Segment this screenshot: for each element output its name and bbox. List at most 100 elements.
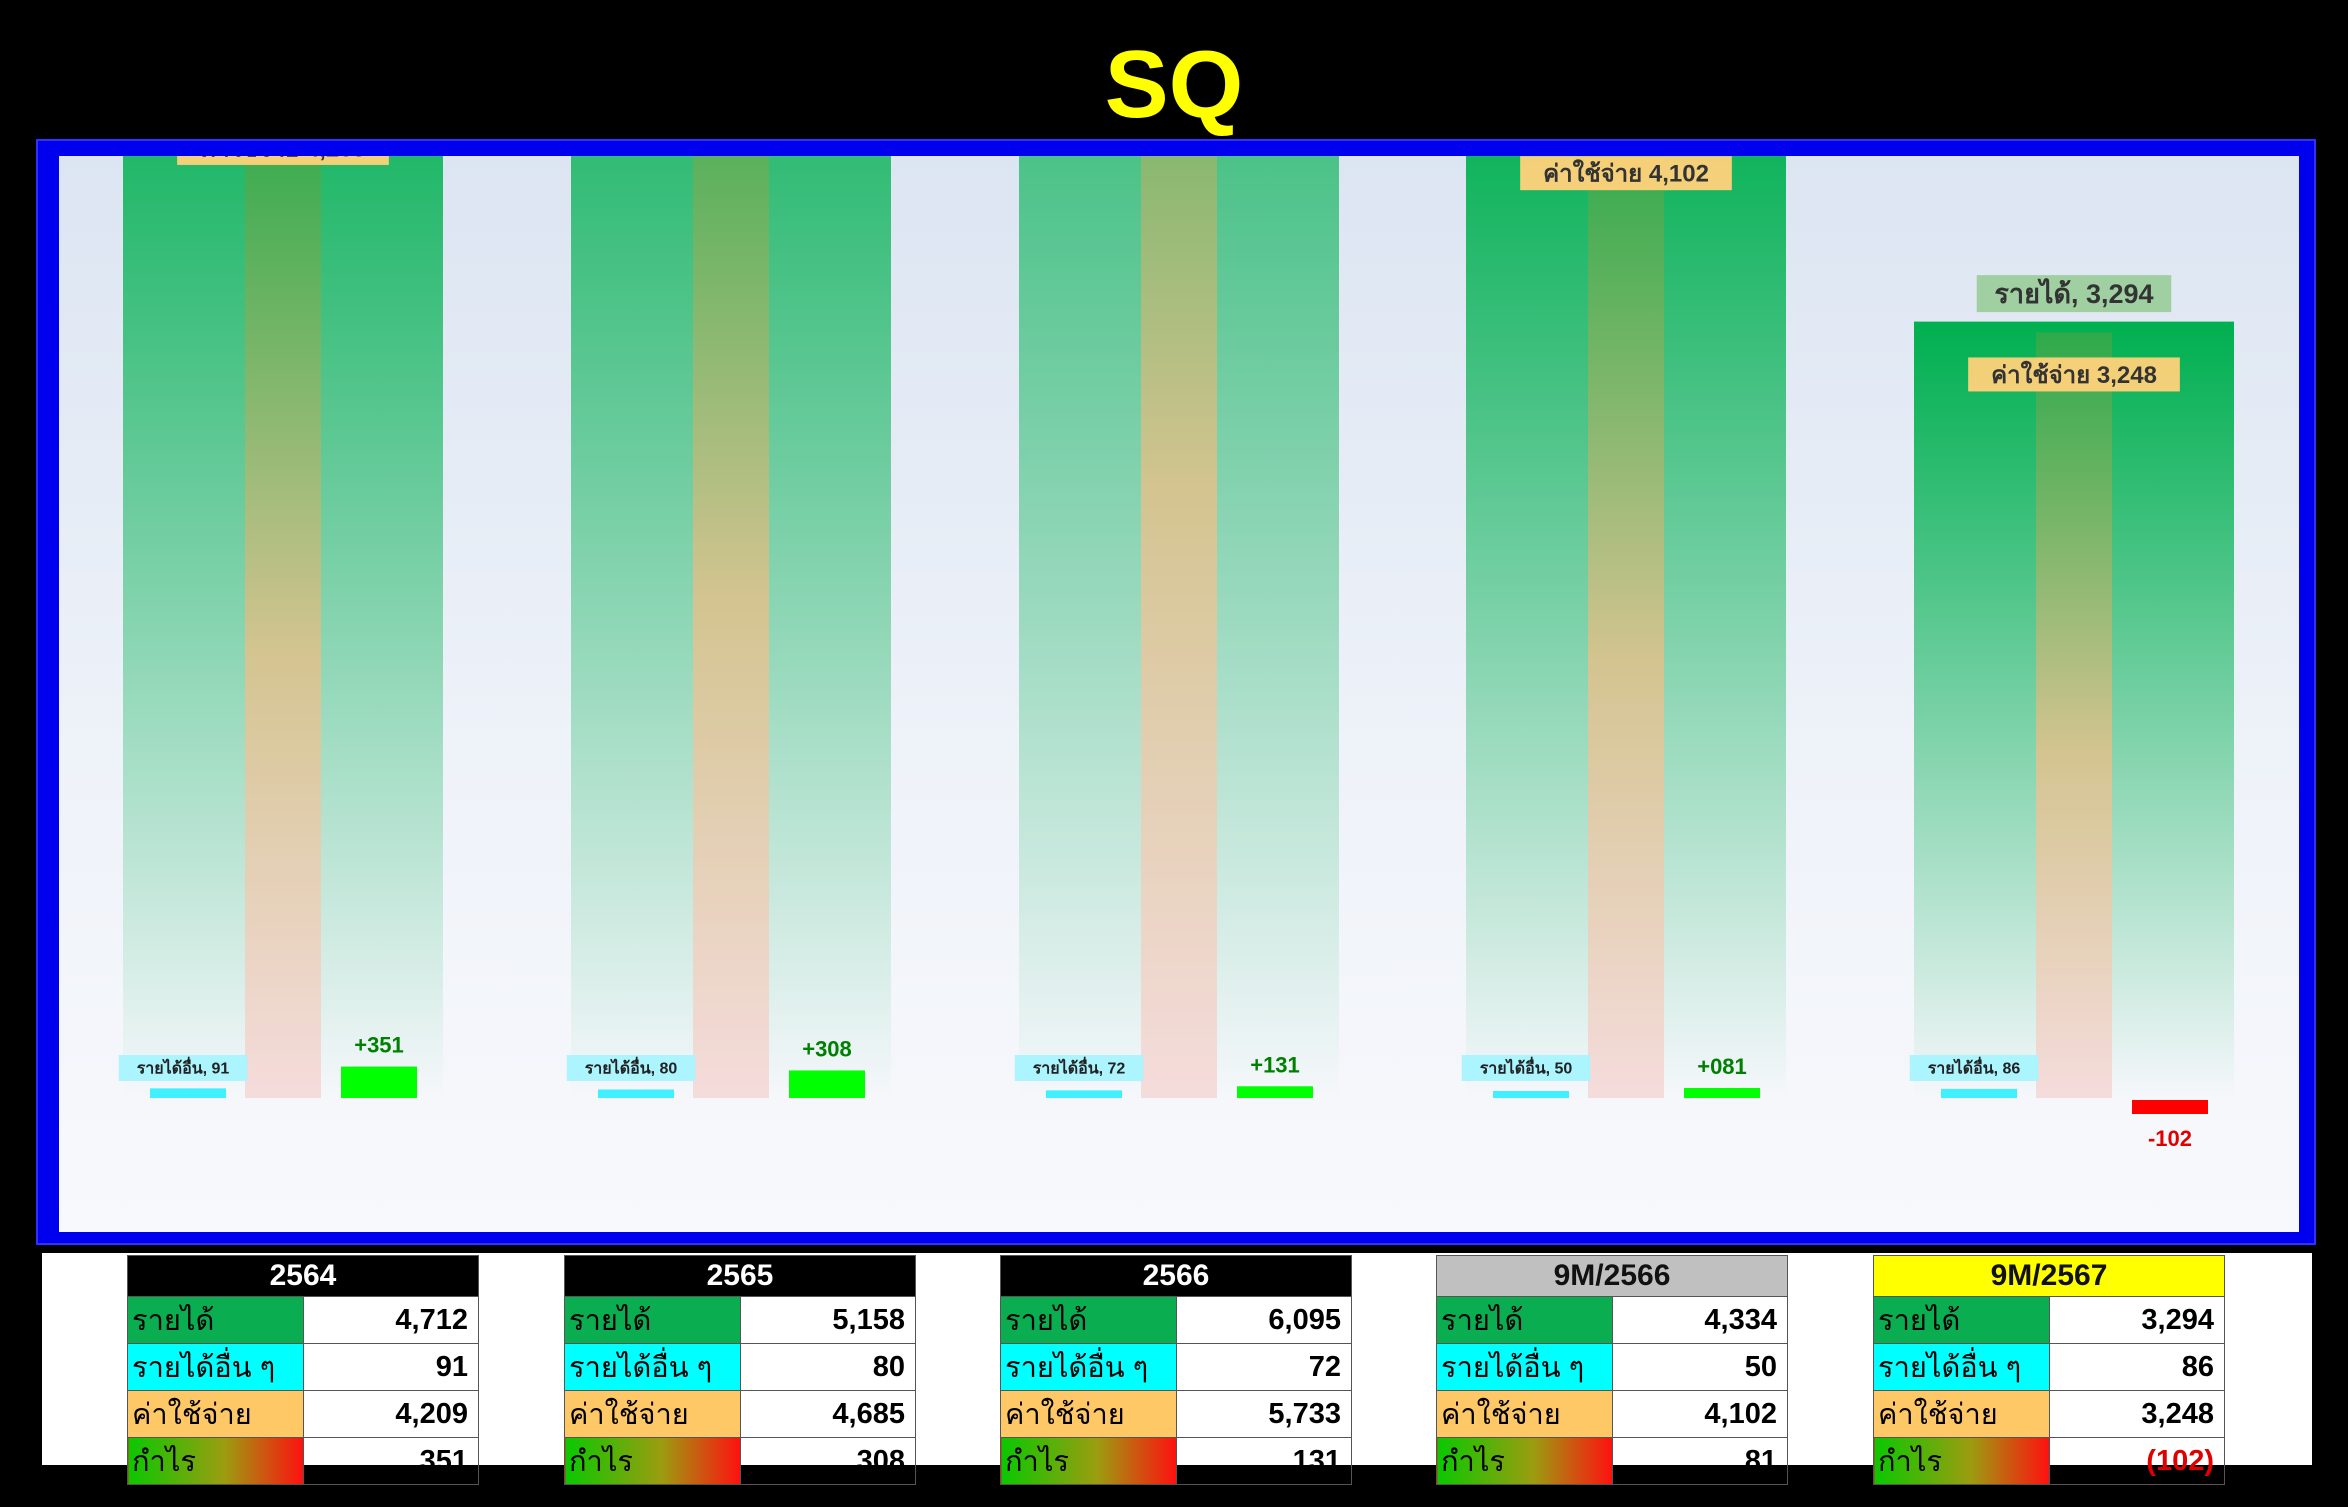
table-row: รายได้ 3,294 xyxy=(1873,1296,2225,1344)
other-income-label: รายได้อื่น, 80 xyxy=(585,1057,678,1078)
table-row-value: 50 xyxy=(1611,1343,1788,1391)
table-row-value: 86 xyxy=(2048,1343,2225,1391)
table-row-label: รายได้ xyxy=(1436,1296,1613,1344)
table-row-value: 81 xyxy=(1611,1437,1788,1485)
other-income-label-bg xyxy=(118,1055,248,1081)
other-income-bar xyxy=(1493,1091,1569,1098)
revenue-label: รายได้, 3,294 xyxy=(1994,278,2153,309)
table-row-value: 4,685 xyxy=(739,1390,916,1438)
table-row: รายได้ 4,334 xyxy=(1436,1296,1788,1344)
table-row-value: 4,334 xyxy=(1611,1296,1788,1344)
other-income-bar xyxy=(1941,1088,2017,1098)
table-row-value: 5,158 xyxy=(739,1296,916,1344)
table-row-value: 308 xyxy=(739,1437,916,1485)
table-row: กำไร (102) xyxy=(1873,1437,2225,1485)
profit-bar xyxy=(2132,1100,2208,1114)
summary-table-4: 9M/2566 รายได้ 4,334 รายได้อื่น ๆ 50 ค่าใช้จ่… xyxy=(1436,1255,1788,1485)
other-income-label-bg xyxy=(566,1055,696,1081)
table-period-header: 9M/2567 xyxy=(1873,1255,2225,1297)
expense-label: ค่าใช้จ่าย 4,102 xyxy=(1543,159,1709,188)
profit-bar xyxy=(341,1066,417,1098)
table-row: รายได้ 4,712 xyxy=(127,1296,479,1344)
profit-label: +081 xyxy=(1697,1054,1747,1079)
profit-bar xyxy=(1684,1088,1760,1098)
table-row-value: 3,248 xyxy=(2048,1390,2225,1438)
table-row: รายได้อื่น ๆ 72 xyxy=(1000,1343,1352,1391)
table-row-value: 4,209 xyxy=(302,1390,479,1438)
expense-bar xyxy=(2036,332,2112,1098)
chart-svg: +351 รายได้อื่น, 91 ค่าใช้จ่าย 4,209 รายได้… xyxy=(118,156,2234,1151)
table-row-label: รายได้อื่น ๆ xyxy=(1436,1343,1613,1391)
other-income-bar xyxy=(150,1088,226,1098)
table-row: ค่าใช้จ่าย 4,102 xyxy=(1436,1390,1788,1438)
table-row-label: รายได้ xyxy=(1000,1296,1177,1344)
table-row: รายได้อื่น ๆ 86 xyxy=(1873,1343,2225,1391)
expense-bar xyxy=(245,156,321,1098)
table-row: รายได้อื่น ๆ 91 xyxy=(127,1343,479,1391)
expense-bar xyxy=(1588,156,1664,1099)
table-row-value: 6,095 xyxy=(1175,1296,1352,1344)
expense-label: ค่าใช้จ่าย 3,248 xyxy=(1991,360,2157,389)
table-row: รายได้อื่น ๆ 80 xyxy=(564,1343,916,1391)
plot-area: +351 รายได้อื่น, 91 ค่าใช้จ่าย 4,209 รายได้… xyxy=(59,156,2299,1232)
summary-table-2: 2565 รายได้ 5,158 รายได้อื่น ๆ 80 ค่าใช้จ่าย 4… xyxy=(564,1255,916,1485)
table-row-value: 5,733 xyxy=(1175,1390,1352,1438)
table-row-label: กำไร xyxy=(1436,1437,1613,1485)
table-period-header: 2566 xyxy=(1000,1255,1352,1297)
other-income-label: รายได้อื่น, 91 xyxy=(137,1057,230,1078)
expense-label-bg xyxy=(1520,156,1732,191)
table-row-value: 4,102 xyxy=(1611,1390,1788,1438)
table-row: ค่าใช้จ่าย 4,685 xyxy=(564,1390,916,1438)
table-row: รายได้ 6,095 xyxy=(1000,1296,1352,1344)
chart-title: SQ xyxy=(1104,31,1244,138)
other-income-bar xyxy=(1046,1090,1122,1098)
profit-label: -102 xyxy=(2148,1126,2192,1151)
table-row-label: กำไร xyxy=(1873,1437,2050,1485)
summary-tables: 2564 รายได้ 4,712 รายได้อื่น ๆ 91 ค่าใช้จ่าย 4… xyxy=(42,1253,2312,1485)
table-row-label: รายได้อื่น ๆ xyxy=(1873,1343,2050,1391)
table-row: รายได้อื่น ๆ 50 xyxy=(1436,1343,1788,1391)
table-period-header: 2565 xyxy=(564,1255,916,1297)
table-row: ค่าใช้จ่าย 5,733 xyxy=(1000,1390,1352,1438)
table-row-value: 91 xyxy=(302,1343,479,1391)
summary-table-1: 2564 รายได้ 4,712 รายได้อื่น ๆ 91 ค่าใช้จ่าย 4… xyxy=(127,1255,479,1485)
table-row-label: กำไร xyxy=(564,1437,741,1485)
table-row: กำไร 81 xyxy=(1436,1437,1788,1485)
table-row-label: ค่าใช้จ่าย xyxy=(1436,1390,1613,1438)
other-income-label: รายได้อื่น, 72 xyxy=(1033,1057,1126,1078)
table-row: ค่าใช้จ่าย 4,209 xyxy=(127,1390,479,1438)
expense-bar xyxy=(1141,156,1217,1098)
expense-label-bg xyxy=(177,156,389,165)
table-row-label: รายได้อื่น ๆ xyxy=(1000,1343,1177,1391)
other-income-label: รายได้อื่น, 50 xyxy=(1480,1057,1573,1078)
table-row-label: รายได้อื่น ๆ xyxy=(564,1343,741,1391)
revenue-label-bg xyxy=(1976,275,2172,313)
table-row-label: ค่าใช้จ่าย xyxy=(564,1390,741,1438)
expense-label-bg xyxy=(1968,357,2180,392)
profit-label: +308 xyxy=(802,1036,852,1061)
table-row-label: รายได้ xyxy=(127,1296,304,1344)
profit-bar xyxy=(789,1070,865,1098)
table-row-label: กำไร xyxy=(1000,1437,1177,1485)
table-row-label: กำไร xyxy=(127,1437,304,1485)
table-row-label: รายได้อื่น ๆ xyxy=(127,1343,304,1391)
expense-label: ค่าใช้จ่าย 4,209 xyxy=(200,156,366,162)
table-row: กำไร 131 xyxy=(1000,1437,1352,1485)
summary-table-3: 2566 รายได้ 6,095 รายได้อื่น ๆ 72 ค่าใช้จ่าย 5… xyxy=(1000,1255,1352,1485)
other-income-bar xyxy=(598,1089,674,1098)
other-income-label-bg xyxy=(1909,1055,2039,1081)
table-row-label: ค่าใช้จ่าย xyxy=(127,1390,304,1438)
table-row-label: รายได้ xyxy=(564,1296,741,1344)
table-period-header: 2564 xyxy=(127,1255,479,1297)
table-row-value: (102) xyxy=(2048,1437,2225,1485)
table-row: ค่าใช้จ่าย 3,248 xyxy=(1873,1390,2225,1438)
summary-table-5: 9M/2567 รายได้ 3,294 รายได้อื่น ๆ 86 ค่าใช้จ่… xyxy=(1873,1255,2225,1485)
other-income-label-bg xyxy=(1014,1055,1144,1081)
expense-bar xyxy=(693,156,769,1099)
table-row-value: 351 xyxy=(302,1437,479,1485)
other-income-label-bg xyxy=(1461,1055,1591,1081)
table-row-value: 72 xyxy=(1175,1343,1352,1391)
profit-label: +351 xyxy=(354,1033,404,1058)
profit-label: +131 xyxy=(1250,1052,1300,1077)
table-row-value: 80 xyxy=(739,1343,916,1391)
